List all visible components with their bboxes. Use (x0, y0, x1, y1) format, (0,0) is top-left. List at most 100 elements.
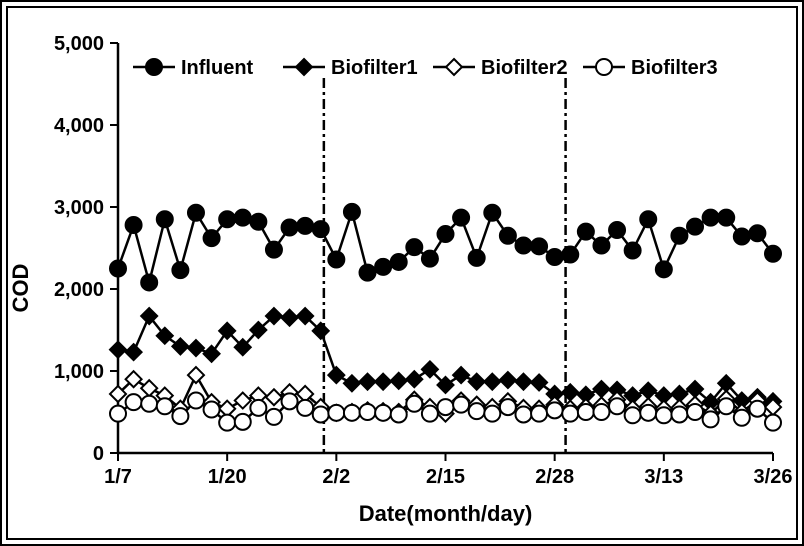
series-marker (531, 238, 547, 254)
series-marker (219, 415, 235, 431)
series-marker (718, 210, 734, 226)
series-marker (438, 226, 454, 242)
series-marker (422, 406, 438, 422)
series-marker (640, 211, 656, 227)
series-marker (469, 374, 485, 390)
series-marker (250, 214, 266, 230)
series-marker (547, 249, 563, 265)
series-marker (578, 224, 594, 240)
series-marker (656, 261, 672, 277)
series-marker (328, 251, 344, 267)
series-marker (282, 220, 298, 236)
series-marker (360, 265, 376, 281)
series-marker (500, 399, 516, 415)
series-marker (172, 262, 188, 278)
legend-marker (296, 59, 312, 75)
series-marker (687, 404, 703, 420)
y-tick-label: 1,000 (54, 361, 104, 383)
series-marker (469, 403, 485, 419)
series-marker (422, 251, 438, 267)
series-marker (625, 407, 641, 423)
series-marker (204, 402, 220, 418)
series-marker (235, 210, 251, 226)
series-marker (375, 259, 391, 275)
x-tick-label: 1/20 (208, 466, 247, 488)
series-marker (344, 204, 360, 220)
series-marker (282, 393, 298, 409)
series-marker (110, 342, 126, 358)
legend-marker (596, 59, 612, 75)
series-marker (266, 242, 282, 258)
series-marker (671, 406, 687, 422)
series-marker (484, 374, 500, 390)
series-marker (126, 344, 142, 360)
series-marker (172, 338, 188, 354)
y-tick-label: 2,000 (54, 279, 104, 301)
series-marker (593, 238, 609, 254)
series-marker (671, 228, 687, 244)
legend-label: Biofilter2 (481, 57, 568, 79)
series-marker (547, 402, 563, 418)
legend-label: Biofilter1 (331, 57, 418, 79)
series-marker (765, 415, 781, 431)
series-marker (687, 219, 703, 235)
series-marker (126, 217, 142, 233)
series-marker (734, 229, 750, 245)
y-tick-label: 5,000 (54, 33, 104, 55)
legend-marker (146, 59, 162, 75)
series-marker (188, 367, 204, 383)
x-tick-label: 3/13 (644, 466, 683, 488)
x-axis-label: Date(month/day) (359, 501, 533, 526)
series-marker (500, 372, 516, 388)
x-tick-label: 1/7 (104, 466, 132, 488)
series-marker (250, 400, 266, 416)
series-marker (718, 398, 734, 414)
series-marker (609, 222, 625, 238)
series-marker (406, 239, 422, 255)
series-marker (500, 228, 516, 244)
series-marker (266, 409, 282, 425)
series-marker (391, 373, 407, 389)
legend-marker (446, 59, 462, 75)
x-tick-label: 2/2 (322, 466, 350, 488)
y-tick-label: 4,000 (54, 115, 104, 137)
y-tick-label: 3,000 (54, 197, 104, 219)
series-marker (593, 404, 609, 420)
series-marker (157, 211, 173, 227)
series-marker (562, 247, 578, 263)
series-marker (609, 398, 625, 414)
series-marker (235, 414, 251, 430)
series-marker (235, 393, 251, 409)
series-marker (749, 401, 765, 417)
series-marker (375, 374, 391, 390)
series-marker (391, 406, 407, 422)
series-marker (734, 410, 750, 426)
series-marker (297, 218, 313, 234)
legend-label: Influent (181, 57, 254, 79)
series-marker (391, 254, 407, 270)
series-marker (453, 397, 469, 413)
series-marker (188, 340, 204, 356)
series-marker (297, 400, 313, 416)
series-marker (141, 274, 157, 290)
series-marker (656, 407, 672, 423)
series-marker (110, 261, 126, 277)
legend-label: Biofilter3 (631, 57, 718, 79)
series-marker (515, 406, 531, 422)
x-tick-label: 3/26 (754, 466, 793, 488)
series-marker (562, 406, 578, 422)
series-marker (360, 404, 376, 420)
series-marker (126, 394, 142, 410)
series-marker (438, 399, 454, 415)
series-marker (640, 405, 656, 421)
line-chart: 01,0002,0003,0004,0005,0001/71/202/22/15… (8, 8, 800, 542)
series-marker (219, 211, 235, 227)
series-marker (453, 367, 469, 383)
series-marker (703, 411, 719, 427)
series-marker (765, 246, 781, 262)
series-marker (157, 398, 173, 414)
series-marker (515, 374, 531, 390)
series-marker (313, 406, 329, 422)
series-marker (484, 406, 500, 422)
series-marker (188, 393, 204, 409)
